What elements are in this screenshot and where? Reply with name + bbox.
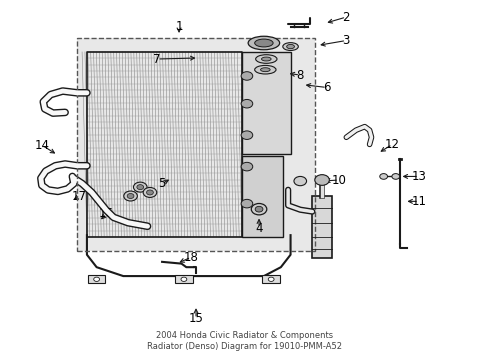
Bar [77, 38, 314, 251]
Text: 12: 12 [384, 138, 399, 151]
Circle shape [379, 174, 386, 179]
Circle shape [146, 190, 153, 195]
Circle shape [314, 175, 329, 185]
Ellipse shape [261, 57, 270, 61]
Ellipse shape [260, 68, 269, 72]
Text: 14: 14 [34, 139, 49, 152]
Circle shape [127, 194, 134, 198]
Circle shape [181, 277, 186, 282]
Circle shape [391, 174, 399, 179]
Text: 18: 18 [183, 251, 198, 264]
Text: 17: 17 [72, 189, 87, 203]
Text: 15: 15 [188, 312, 203, 325]
Text: 5: 5 [158, 177, 165, 190]
Bar [242, 156, 283, 237]
Ellipse shape [282, 42, 298, 50]
Circle shape [241, 199, 252, 208]
Text: 11: 11 [411, 195, 426, 208]
Circle shape [94, 277, 100, 282]
Bar [88, 275, 105, 283]
Text: 3: 3 [342, 34, 349, 47]
Circle shape [241, 162, 252, 171]
Circle shape [293, 176, 306, 186]
Text: 7: 7 [153, 53, 161, 66]
Ellipse shape [254, 66, 275, 74]
Text: 10: 10 [331, 174, 346, 186]
Bar [175, 275, 192, 283]
Text: 16: 16 [99, 207, 114, 220]
Text: 6: 6 [323, 81, 330, 94]
Circle shape [255, 206, 263, 212]
Text: 9: 9 [318, 207, 325, 220]
Circle shape [123, 191, 137, 201]
Ellipse shape [247, 36, 279, 50]
Ellipse shape [254, 39, 272, 47]
Text: 13: 13 [411, 170, 426, 183]
Bar [262, 275, 279, 283]
Circle shape [251, 203, 266, 215]
Bar [312, 196, 331, 258]
Bar [242, 52, 290, 154]
Circle shape [133, 182, 147, 192]
Text: 1: 1 [175, 21, 183, 33]
Circle shape [143, 188, 157, 197]
Circle shape [241, 72, 252, 80]
Text: 4: 4 [255, 221, 262, 234]
Text: 2: 2 [342, 10, 349, 23]
Ellipse shape [255, 55, 276, 63]
Bar [77, 38, 314, 251]
Circle shape [137, 185, 143, 190]
Circle shape [268, 277, 273, 282]
Ellipse shape [286, 44, 294, 49]
Text: 8: 8 [296, 68, 304, 81]
Text: 2004 Honda Civic Radiator & Components
Radiator (Denso) Diagram for 19010-PMM-A5: 2004 Honda Civic Radiator & Components R… [147, 332, 341, 351]
Circle shape [241, 131, 252, 139]
Circle shape [241, 99, 252, 108]
